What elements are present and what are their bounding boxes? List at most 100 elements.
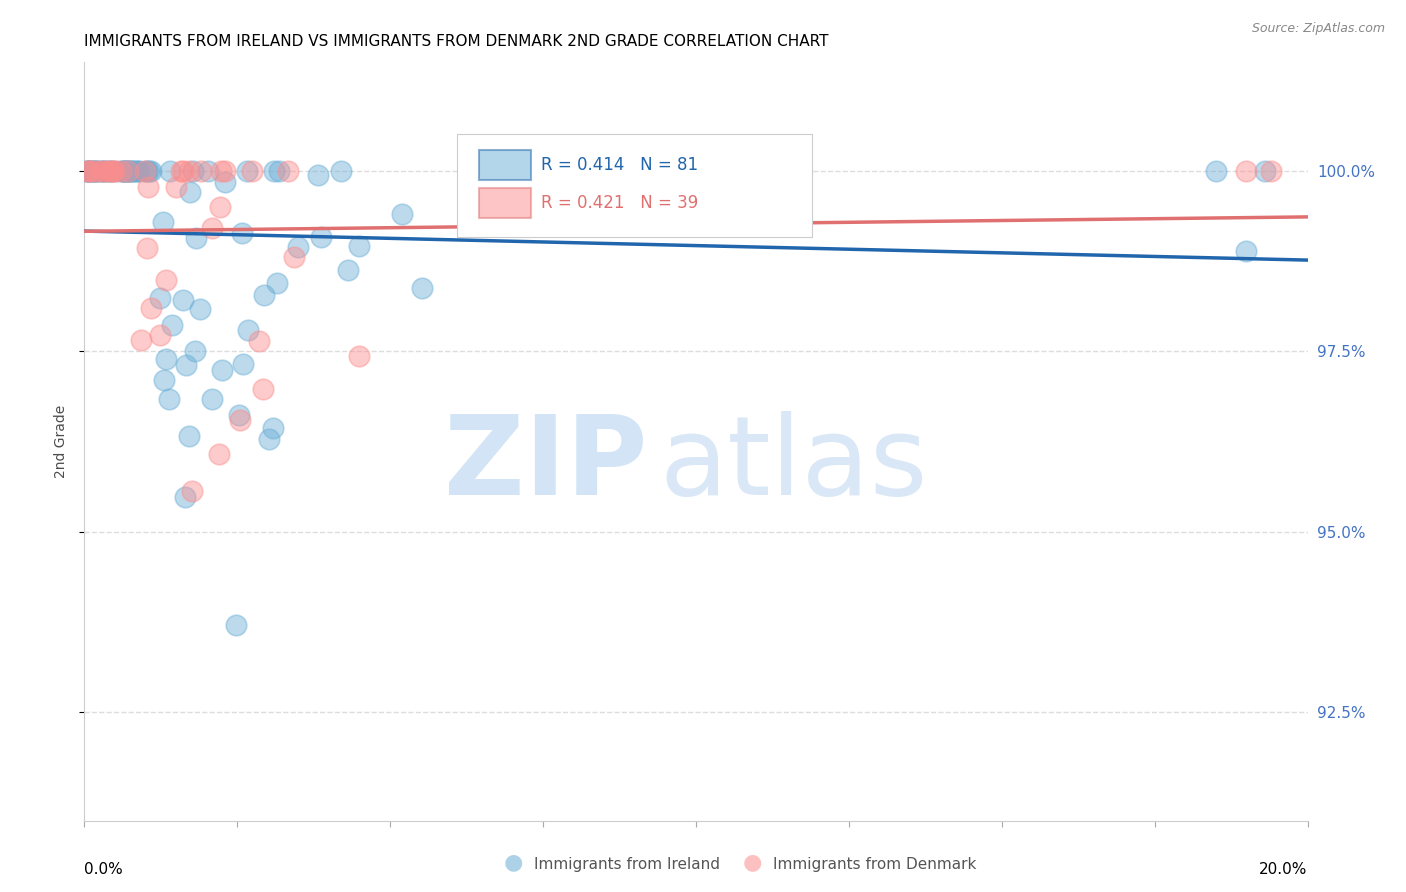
- Point: [184, 343, 207, 358]
- Point: [179, 186, 201, 200]
- Point: [111, 163, 134, 178]
- Point: [253, 288, 276, 302]
- Point: [101, 163, 124, 178]
- Point: [208, 201, 231, 215]
- Point: [105, 163, 128, 178]
- Point: [197, 163, 219, 178]
- Point: [267, 163, 290, 178]
- Point: [236, 322, 259, 336]
- Point: [1236, 163, 1258, 178]
- Point: [277, 163, 299, 178]
- Text: ZIP: ZIP: [444, 411, 647, 517]
- Text: 20.0%: 20.0%: [1260, 863, 1308, 878]
- Point: [190, 163, 212, 178]
- Text: Immigrants from Denmark: Immigrants from Denmark: [773, 857, 977, 872]
- Point: [134, 163, 156, 178]
- Point: [149, 291, 172, 305]
- Point: [79, 163, 101, 178]
- Point: [82, 163, 104, 178]
- Y-axis label: 2nd Grade: 2nd Grade: [53, 405, 67, 478]
- Point: [172, 163, 194, 178]
- Point: [391, 207, 413, 221]
- Point: [77, 163, 100, 178]
- Point: [155, 352, 177, 367]
- Point: [83, 163, 105, 178]
- Point: [138, 163, 160, 178]
- Point: [231, 226, 253, 240]
- Point: [141, 163, 163, 178]
- FancyBboxPatch shape: [479, 150, 531, 180]
- Point: [114, 163, 136, 178]
- Point: [177, 163, 200, 178]
- Point: [128, 163, 150, 178]
- Point: [80, 163, 103, 178]
- Point: [263, 163, 285, 178]
- Point: [135, 163, 157, 178]
- Point: [117, 163, 139, 178]
- Point: [84, 163, 107, 178]
- Point: [283, 250, 305, 264]
- Text: Source: ZipAtlas.com: Source: ZipAtlas.com: [1251, 22, 1385, 36]
- Point: [115, 163, 138, 178]
- Point: [149, 327, 172, 342]
- Point: [129, 334, 152, 348]
- Point: [1236, 244, 1258, 258]
- Point: [214, 163, 236, 178]
- Point: [201, 392, 224, 407]
- Point: [120, 163, 142, 178]
- Point: [136, 179, 159, 194]
- Point: [188, 302, 211, 317]
- Point: [115, 163, 138, 178]
- Text: Immigrants from Ireland: Immigrants from Ireland: [534, 857, 720, 872]
- Point: [76, 163, 98, 178]
- Point: [76, 163, 98, 178]
- Point: [252, 382, 274, 396]
- Point: [76, 163, 98, 178]
- Point: [287, 240, 309, 254]
- Point: [236, 163, 259, 178]
- Point: [208, 447, 231, 461]
- Point: [93, 163, 115, 178]
- Point: [201, 221, 224, 235]
- Point: [93, 163, 115, 178]
- Point: [311, 230, 333, 244]
- Point: [336, 263, 359, 277]
- Point: [184, 231, 207, 245]
- Point: [111, 163, 134, 178]
- Point: [83, 163, 105, 178]
- Point: [228, 408, 250, 422]
- Point: [172, 293, 194, 307]
- Point: [1205, 163, 1227, 178]
- Point: [174, 358, 197, 372]
- Point: [181, 163, 204, 178]
- Point: [91, 163, 114, 178]
- Point: [91, 163, 114, 178]
- Point: [110, 163, 132, 178]
- Text: ●: ●: [742, 853, 762, 872]
- Point: [141, 301, 163, 315]
- Text: IMMIGRANTS FROM IRELAND VS IMMIGRANTS FROM DENMARK 2ND GRADE CORRELATION CHART: IMMIGRANTS FROM IRELAND VS IMMIGRANTS FR…: [84, 34, 830, 49]
- Point: [307, 169, 329, 183]
- Point: [94, 163, 117, 178]
- Point: [117, 163, 139, 178]
- Point: [1254, 163, 1277, 178]
- Point: [90, 163, 112, 178]
- Point: [170, 163, 193, 178]
- Point: [98, 163, 121, 178]
- FancyBboxPatch shape: [479, 187, 531, 218]
- Point: [152, 215, 174, 229]
- Point: [347, 349, 370, 363]
- Text: R = 0.421   N = 39: R = 0.421 N = 39: [541, 194, 697, 211]
- FancyBboxPatch shape: [457, 135, 813, 236]
- Point: [159, 163, 181, 178]
- Point: [152, 373, 174, 387]
- Point: [181, 484, 204, 499]
- Point: [411, 281, 433, 295]
- Point: [86, 163, 108, 178]
- Point: [211, 362, 233, 376]
- Point: [103, 163, 125, 178]
- Point: [117, 163, 139, 178]
- Point: [112, 163, 135, 178]
- Point: [157, 392, 180, 406]
- Point: [225, 617, 247, 632]
